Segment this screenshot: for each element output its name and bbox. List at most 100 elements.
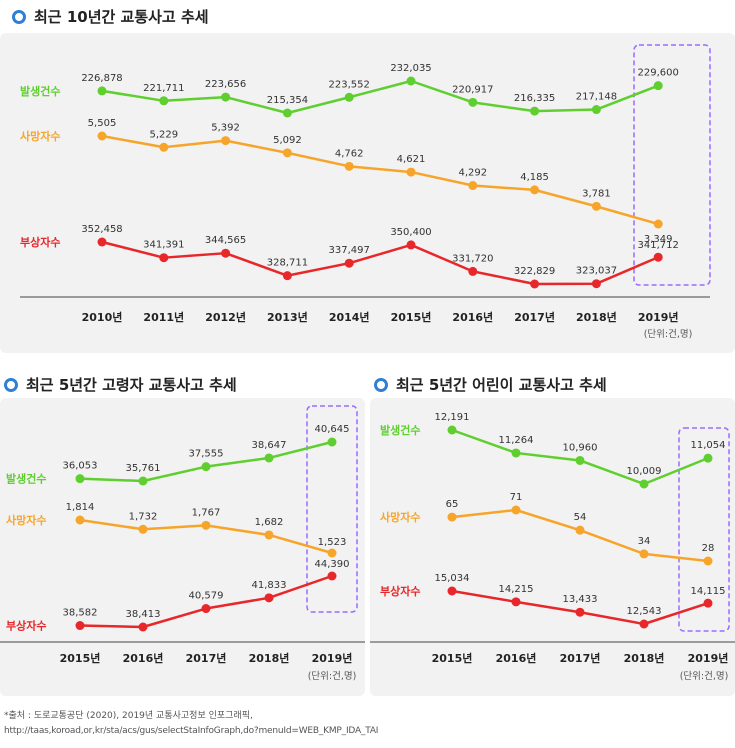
data-point-injury bbox=[511, 597, 521, 607]
data-label-injury: 322,829 bbox=[514, 266, 555, 277]
data-label-accident: 35,761 bbox=[126, 463, 161, 474]
data-point-accident bbox=[511, 448, 521, 458]
data-label-accident: 220,917 bbox=[452, 84, 493, 95]
series-label-accident: 발생건수 bbox=[380, 423, 420, 437]
data-point-accident bbox=[201, 462, 211, 472]
data-point-accident bbox=[575, 455, 585, 465]
data-label-injury: 13,433 bbox=[563, 594, 598, 605]
unit-note: (단위:건,명) bbox=[308, 670, 357, 682]
data-point-death bbox=[530, 185, 540, 195]
data-point-accident bbox=[97, 86, 107, 96]
x-tick-label: 2015년 bbox=[60, 651, 101, 665]
title-left: 최근 5년간 고령자 교통사고 추세 bbox=[4, 374, 237, 395]
source-note: *출처 : 도로교통공단 (2020), 2019년 교통사고정보 인포그래픽,… bbox=[4, 709, 378, 739]
data-point-death bbox=[201, 520, 211, 530]
data-label-death: 3,781 bbox=[582, 188, 611, 199]
data-point-death bbox=[703, 556, 713, 566]
data-point-accident bbox=[75, 474, 85, 484]
data-label-injury: 344,565 bbox=[205, 235, 246, 246]
data-point-accident bbox=[221, 92, 231, 102]
series-label-death: 사망자수 bbox=[380, 510, 420, 524]
data-label-accident: 11,054 bbox=[691, 440, 726, 451]
data-point-injury bbox=[264, 593, 274, 603]
data-label-accident: 36,053 bbox=[63, 461, 98, 472]
data-point-death bbox=[591, 201, 601, 211]
data-label-accident: 10,009 bbox=[627, 466, 662, 477]
x-tick-label: 2017년 bbox=[186, 651, 227, 665]
data-point-accident bbox=[264, 453, 274, 463]
data-point-death bbox=[447, 512, 457, 522]
data-point-injury bbox=[75, 621, 85, 631]
data-label-injury: 44,390 bbox=[315, 559, 350, 570]
data-label-injury: 341,391 bbox=[143, 240, 184, 251]
highlight-box-2019 bbox=[678, 427, 730, 632]
series-label-injury: 부상자수 bbox=[380, 584, 420, 598]
data-point-accident bbox=[468, 97, 478, 107]
data-label-accident: 216,335 bbox=[514, 93, 555, 104]
series-line-accident bbox=[101, 79, 659, 115]
data-point-accident bbox=[530, 106, 540, 116]
data-label-death: 5,229 bbox=[149, 129, 178, 140]
data-point-injury bbox=[591, 279, 601, 289]
data-label-injury: 352,458 bbox=[81, 224, 122, 235]
data-point-death bbox=[511, 505, 521, 515]
source-line1: *출처 : 도로교통공단 (2020), 2019년 교통사고정보 인포그래픽, bbox=[4, 711, 253, 721]
x-tick-label: 2017년 bbox=[560, 651, 601, 665]
x-tick-label: 2018년 bbox=[576, 310, 617, 324]
circle-bullet-icon bbox=[374, 377, 388, 392]
data-label-death: 1,682 bbox=[255, 517, 284, 528]
data-point-accident bbox=[406, 76, 416, 86]
data-point-injury bbox=[406, 240, 416, 250]
x-tick-label: 2015년 bbox=[432, 651, 473, 665]
x-tick-label: 2016년 bbox=[496, 651, 537, 665]
data-point-injury bbox=[282, 271, 292, 281]
series-line-death bbox=[101, 134, 659, 226]
data-label-injury: 328,711 bbox=[267, 258, 308, 269]
data-label-accident: 223,552 bbox=[329, 79, 370, 90]
data-point-accident bbox=[138, 476, 148, 486]
data-label-death: 34 bbox=[638, 536, 651, 547]
data-point-injury bbox=[327, 571, 337, 581]
title-right: 최근 5년간 어린이 교통사고 추세 bbox=[374, 374, 607, 395]
data-point-injury bbox=[639, 619, 649, 629]
data-label-death: 4,185 bbox=[520, 172, 549, 183]
data-point-injury bbox=[221, 248, 231, 258]
data-point-injury bbox=[97, 237, 107, 247]
source-url: http://taas,koroad,or,kr/sta/acs/gus/sel… bbox=[4, 726, 379, 736]
data-point-death bbox=[406, 167, 416, 177]
series-label-death: 사망자수 bbox=[6, 513, 46, 527]
data-point-death bbox=[575, 525, 585, 535]
data-label-accident: 215,354 bbox=[267, 95, 308, 106]
data-label-death: 71 bbox=[510, 492, 523, 503]
circle-bullet-icon bbox=[4, 377, 18, 392]
series-label-death: 사망자수 bbox=[20, 129, 60, 143]
chart-elderly: 발생건수 36,053 35,761 37,555 38,647 40,645 사망자수 1,… bbox=[0, 405, 365, 682]
data-point-accident bbox=[327, 437, 337, 447]
data-point-death bbox=[327, 548, 337, 558]
data-point-injury bbox=[138, 622, 148, 632]
data-label-death: 4,292 bbox=[458, 168, 487, 179]
data-point-injury bbox=[344, 258, 354, 268]
data-point-death bbox=[159, 142, 169, 152]
data-point-death bbox=[282, 148, 292, 158]
data-point-death bbox=[97, 131, 107, 141]
data-point-death bbox=[653, 219, 663, 229]
series-label-injury: 부상자수 bbox=[20, 235, 60, 249]
data-label-accident: 12,191 bbox=[435, 412, 470, 423]
x-tick-label: 2014년 bbox=[329, 310, 370, 324]
x-tick-label: 2019년 bbox=[688, 651, 729, 665]
x-tick-label: 2019년 bbox=[638, 310, 679, 324]
unit-note: (단위:건,명) bbox=[680, 670, 729, 682]
data-point-death bbox=[468, 181, 478, 191]
data-point-death bbox=[75, 515, 85, 525]
data-label-accident: 38,647 bbox=[252, 440, 287, 451]
x-tick-label: 2019년 bbox=[312, 651, 353, 665]
data-label-accident: 217,148 bbox=[576, 92, 617, 103]
data-label-accident: 10,960 bbox=[563, 442, 598, 453]
data-point-injury bbox=[575, 607, 585, 617]
chart-panel-10yr: 발생건수 226,878 221,711 223,656 215,354 223,552 2… bbox=[0, 33, 735, 353]
data-point-accident bbox=[591, 105, 601, 115]
data-label-injury: 15,034 bbox=[435, 573, 470, 584]
data-label-death: 1,523 bbox=[318, 537, 347, 548]
data-point-injury bbox=[468, 266, 478, 276]
